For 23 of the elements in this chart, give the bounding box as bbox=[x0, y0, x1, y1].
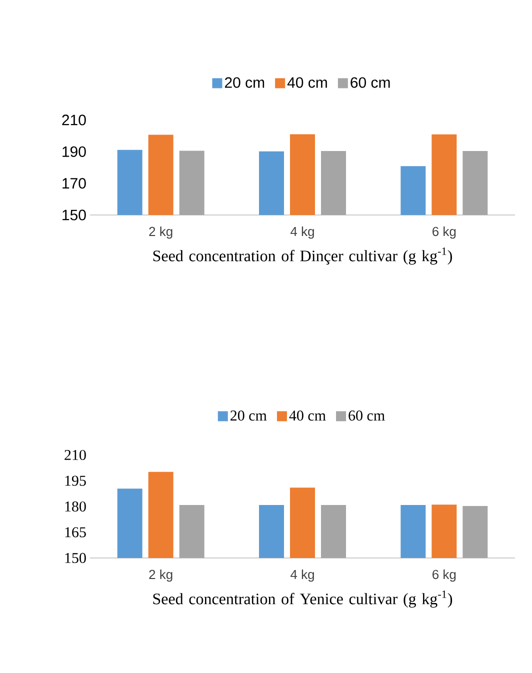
x-tick-label: 2 kg bbox=[149, 226, 172, 239]
y-tick-label: 195 bbox=[65, 476, 86, 486]
y-tick-label: 190 bbox=[62, 146, 86, 157]
x-axis-title: Seed concentration of Dinçer cultivar (g kg$^{-1}$) bbox=[153, 248, 452, 265]
legend-label: 20 cm bbox=[224, 77, 264, 88]
x-axis-title: Seed concentration of Yenice cultivar (g kg$^{-1}$) bbox=[153, 590, 452, 608]
y-tick-label: 210 bbox=[62, 114, 86, 126]
y-tick-label: 180 bbox=[65, 501, 86, 512]
x-tick-label: 4 kg bbox=[290, 570, 314, 582]
x-tick-label: 6 kg bbox=[432, 226, 456, 239]
legend-label: 60 cm bbox=[348, 410, 385, 421]
legend-label: 40 cm bbox=[289, 410, 326, 421]
y-tick-label: 165 bbox=[65, 527, 86, 538]
legend-label: 60 cm bbox=[350, 77, 390, 88]
x-tick-label: 6 kg bbox=[432, 570, 456, 582]
x-tick-label: 4 kg bbox=[290, 226, 314, 239]
legend-label: 20 cm bbox=[230, 410, 267, 421]
y-tick-label: 150 bbox=[62, 210, 86, 220]
y-tick-label: 150 bbox=[65, 552, 86, 564]
y-tick-label: 210 bbox=[64, 450, 86, 460]
y-tick-label: 170 bbox=[62, 178, 86, 189]
legend-label: 40 cm bbox=[287, 77, 327, 88]
x-tick-label: 2 kg bbox=[149, 570, 172, 582]
